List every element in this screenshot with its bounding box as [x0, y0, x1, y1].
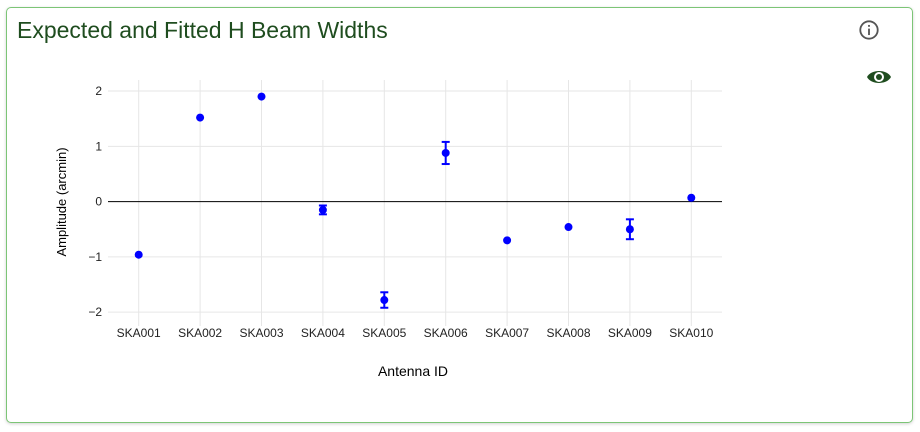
data-point: [564, 223, 573, 232]
x-tick-label: SKA002: [178, 326, 222, 340]
eye-icon[interactable]: [866, 66, 892, 88]
axes: 2 1 0 −1 −2 SKA001 SKA002 SKA003 SKA004 SKA005 SKA…: [88, 84, 722, 340]
y-tick-label: −1: [88, 250, 102, 264]
y-tick-label: 2: [95, 84, 102, 98]
data-point: [318, 205, 327, 214]
data-point: [503, 236, 512, 245]
info-icon[interactable]: [858, 19, 880, 41]
data-point: [196, 113, 205, 122]
y-tick-label: 0: [95, 195, 102, 209]
y-tick-label: −2: [88, 305, 102, 319]
data-point: [625, 225, 634, 234]
grid-lines: [108, 80, 722, 326]
y-tick-label: 1: [95, 139, 102, 153]
x-tick-label: SKA001: [117, 326, 161, 340]
data-point: [687, 193, 696, 202]
x-tick-label: SKA008: [546, 326, 590, 340]
x-tick-label: SKA004: [301, 326, 345, 340]
data-point: [441, 148, 450, 157]
chart-card: [6, 7, 913, 423]
x-tick-label: SKA005: [362, 326, 406, 340]
x-tick-label: SKA010: [669, 326, 713, 340]
x-tick-label: SKA009: [608, 326, 652, 340]
x-axis-label: Antenna ID: [378, 363, 448, 379]
data-point: [257, 92, 266, 101]
x-tick-label: SKA006: [424, 326, 468, 340]
data-point: [380, 296, 389, 305]
x-tick-label: SKA007: [485, 326, 529, 340]
card-title: Expected and Fitted H Beam Widths: [17, 17, 388, 43]
data-points: [134, 92, 696, 309]
data-point: [134, 250, 143, 259]
x-tick-label: SKA003: [239, 326, 283, 340]
y-axis-label: Amplitude (arcmin): [54, 147, 69, 256]
